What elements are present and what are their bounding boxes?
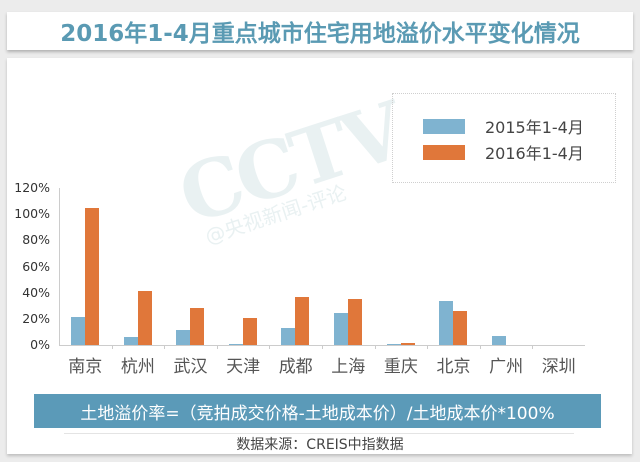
x-tick bbox=[427, 345, 429, 349]
chart-title: 2016年1-4月重点城市住宅用地溢价水平变化情况 bbox=[60, 21, 580, 47]
legend-item-2016: 2016年1-4月 bbox=[423, 140, 584, 164]
x-tick bbox=[532, 345, 534, 349]
x-tick bbox=[269, 345, 271, 349]
x-tick bbox=[111, 345, 113, 349]
bar-2015 bbox=[491, 336, 506, 345]
x-label: 杭州 bbox=[120, 357, 155, 377]
x-tick bbox=[216, 345, 218, 349]
legend-label-2016: 2016年1-4月 bbox=[485, 144, 584, 163]
title-bar: 2016年1-4月重点城市住宅用地溢价水平变化情况 bbox=[7, 12, 633, 50]
y-tick: 120% bbox=[14, 180, 50, 195]
legend-swatch-2015 bbox=[423, 118, 465, 134]
bar-2015 bbox=[123, 337, 138, 345]
x-label: 上海 bbox=[331, 357, 366, 377]
bar-2016 bbox=[85, 207, 99, 345]
bar-2015 bbox=[386, 344, 401, 345]
x-tick bbox=[322, 345, 323, 349]
bar-2015 bbox=[71, 316, 85, 345]
bar-2015 bbox=[176, 329, 191, 345]
y-axis bbox=[59, 188, 60, 345]
y-tick: 40% bbox=[22, 285, 50, 300]
x-tick bbox=[479, 345, 481, 349]
legend-label-2015: 2015年1-4月 bbox=[485, 118, 584, 137]
y-tick: 100% bbox=[14, 206, 50, 221]
bar-2015 bbox=[439, 300, 454, 345]
legend: 2015年1-4月 2016年1-4月 bbox=[392, 93, 616, 183]
x-label: 北京 bbox=[436, 357, 471, 377]
bar-2016 bbox=[137, 291, 152, 345]
x-label: 广州 bbox=[489, 357, 524, 377]
formula-banner: 土地溢价率=（竞拍成交价格-土地成本价）/土地成本价*100% bbox=[34, 394, 601, 428]
x-label: 天津 bbox=[226, 357, 261, 377]
legend-swatch-2016 bbox=[423, 144, 465, 160]
x-label: 深圳 bbox=[541, 357, 576, 377]
x-tick bbox=[164, 345, 166, 349]
bar-2016 bbox=[400, 343, 415, 345]
bar-2016 bbox=[453, 310, 468, 345]
y-tick: 60% bbox=[22, 259, 50, 274]
divider bbox=[64, 433, 574, 434]
bar-2016 bbox=[242, 318, 257, 345]
legend-item-2015: 2015年1-4月 bbox=[423, 114, 584, 138]
y-tick: 20% bbox=[22, 311, 50, 326]
x-label: 武汉 bbox=[173, 357, 208, 377]
bar-2015 bbox=[334, 312, 348, 345]
y-tick: 0% bbox=[30, 337, 50, 352]
data-source: 数据来源：CREIS中指数据 bbox=[236, 437, 404, 453]
bar-2015 bbox=[281, 327, 296, 345]
bar-2016 bbox=[190, 308, 205, 345]
bar-2016 bbox=[348, 299, 362, 345]
bar-2015 bbox=[228, 343, 243, 345]
chart-panel bbox=[7, 58, 632, 454]
y-tick: 80% bbox=[22, 232, 50, 247]
x-label: 成都 bbox=[278, 357, 313, 377]
x-label: 南京 bbox=[68, 357, 103, 377]
x-label: 重庆 bbox=[383, 357, 418, 377]
x-tick bbox=[374, 345, 376, 349]
bar-2016 bbox=[295, 296, 310, 345]
